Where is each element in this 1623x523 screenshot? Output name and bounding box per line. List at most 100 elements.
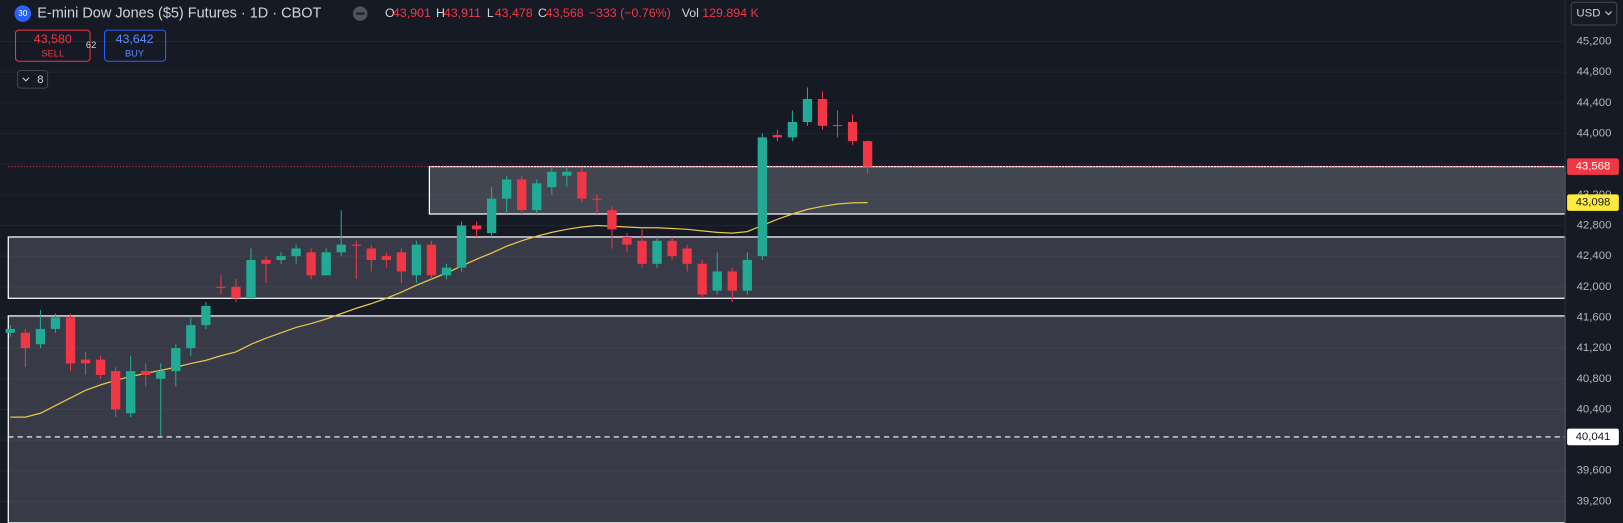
y-tick-label: 41,600 bbox=[1577, 311, 1612, 323]
indicator-count: 8 bbox=[37, 74, 43, 86]
zone bbox=[7, 315, 1566, 523]
candle-body bbox=[532, 183, 542, 211]
candle-body bbox=[652, 240, 662, 264]
candle-body bbox=[471, 225, 482, 230]
candle-body bbox=[577, 171, 587, 199]
indicators-toggle[interactable] bbox=[17, 70, 49, 89]
candle-body bbox=[366, 248, 376, 260]
candle-body bbox=[246, 259, 256, 299]
symbol-title: E-mini Dow Jones ($5) Futures · 1D · CBO… bbox=[37, 5, 321, 21]
candle-body bbox=[65, 317, 76, 364]
badge-text: 30 bbox=[18, 9, 28, 18]
ohlc-key: L bbox=[487, 6, 494, 20]
y-tick-label: 40,400 bbox=[1577, 403, 1612, 415]
candle-body bbox=[231, 286, 241, 299]
candle-body bbox=[832, 125, 843, 127]
candle-body bbox=[201, 305, 211, 326]
sell-label: SELL bbox=[41, 48, 64, 58]
candle-body bbox=[486, 198, 497, 234]
price-tag-label: 43,568 bbox=[1576, 161, 1611, 173]
y-tick-label: 39,200 bbox=[1577, 495, 1612, 507]
vol-label: Vol bbox=[682, 6, 699, 20]
candle-body bbox=[426, 244, 437, 276]
candle-body bbox=[351, 244, 361, 246]
price-tag bbox=[1567, 428, 1619, 446]
y-tick-label: 45,200 bbox=[1577, 36, 1612, 48]
candle-body bbox=[95, 359, 106, 375]
candle-body bbox=[742, 259, 752, 291]
price-tag-label: 40,041 bbox=[1576, 431, 1611, 443]
candle-body bbox=[306, 252, 316, 276]
zone bbox=[7, 236, 1566, 299]
zone bbox=[428, 165, 1566, 215]
y-tick-label: 39,600 bbox=[1577, 465, 1612, 477]
candle-body bbox=[787, 122, 798, 138]
y-tick-label: 42,400 bbox=[1577, 250, 1612, 262]
candle-body bbox=[276, 256, 286, 260]
y-tick-label: 42,000 bbox=[1577, 281, 1612, 293]
badge bbox=[14, 5, 32, 22]
candle-body bbox=[456, 225, 467, 268]
ohlc-value: 43,901 bbox=[393, 6, 431, 20]
buy-price: 43,642 bbox=[116, 32, 154, 46]
candle-body bbox=[80, 359, 91, 364]
candle-body bbox=[5, 328, 16, 333]
vol-value: 129.894 K bbox=[702, 6, 759, 20]
currency-button[interactable] bbox=[1570, 1, 1618, 26]
y-tick-label: 42,800 bbox=[1577, 219, 1612, 231]
header: 30 E-mini Dow Jones ($5) Futures · 1D · … bbox=[14, 1, 1618, 89]
candle-body bbox=[622, 236, 632, 245]
candle-body bbox=[186, 325, 196, 349]
price-tag-label: 43,098 bbox=[1576, 197, 1611, 209]
candle-body bbox=[381, 256, 392, 260]
candle-body bbox=[757, 137, 767, 257]
candle-body bbox=[156, 371, 166, 379]
candle-body bbox=[802, 99, 813, 123]
candle-body bbox=[817, 99, 828, 126]
candle-body bbox=[847, 122, 858, 142]
candle-body bbox=[562, 171, 572, 176]
candle-body bbox=[502, 179, 512, 199]
ohlc: O43,901 H43,911 L 43,478 C43,568 −333 (−0.76%… bbox=[385, 6, 759, 20]
buy-button[interactable] bbox=[104, 29, 167, 62]
sell-price: 43,580 bbox=[34, 32, 72, 46]
y-tick-label: 44,000 bbox=[1577, 128, 1612, 140]
candle-body bbox=[682, 248, 692, 264]
candle-body bbox=[517, 179, 527, 211]
candle-body bbox=[862, 141, 873, 167]
ohlc-key: H bbox=[436, 6, 445, 20]
candle-body bbox=[141, 371, 151, 375]
candle-body bbox=[547, 171, 557, 188]
candle-body bbox=[261, 259, 271, 264]
price-tag bbox=[1567, 158, 1619, 175]
sell-button[interactable] bbox=[15, 29, 91, 62]
candle-body bbox=[35, 328, 46, 345]
candle-body bbox=[321, 252, 331, 276]
y-tick-label: 44,800 bbox=[1577, 66, 1612, 78]
y-tick-label: 44,400 bbox=[1577, 97, 1612, 109]
y-tick-label: 41,200 bbox=[1577, 342, 1612, 354]
buy-label: BUY bbox=[125, 48, 144, 58]
candle-body bbox=[727, 271, 737, 291]
candle-body bbox=[336, 244, 346, 253]
ohlc-value: 43,568 bbox=[546, 6, 584, 20]
candle-body bbox=[772, 135, 783, 138]
ohlc-key: O bbox=[385, 6, 395, 20]
candle-body bbox=[20, 332, 31, 349]
moving-average bbox=[10, 202, 868, 418]
candle-body bbox=[637, 240, 647, 264]
ohlc-key: C bbox=[538, 6, 547, 20]
candle-body bbox=[291, 248, 301, 257]
plot bbox=[0, 41, 1566, 523]
candle-body bbox=[126, 371, 136, 414]
ohlc-value: 43,911 bbox=[444, 6, 481, 20]
candle-body bbox=[110, 371, 121, 410]
candle-body bbox=[441, 267, 452, 276]
candle-body bbox=[607, 210, 617, 230]
candle-body bbox=[712, 271, 722, 291]
candle-body bbox=[50, 317, 61, 329]
change: −333 (−0.76%) bbox=[589, 6, 671, 20]
candle-body bbox=[396, 252, 407, 272]
